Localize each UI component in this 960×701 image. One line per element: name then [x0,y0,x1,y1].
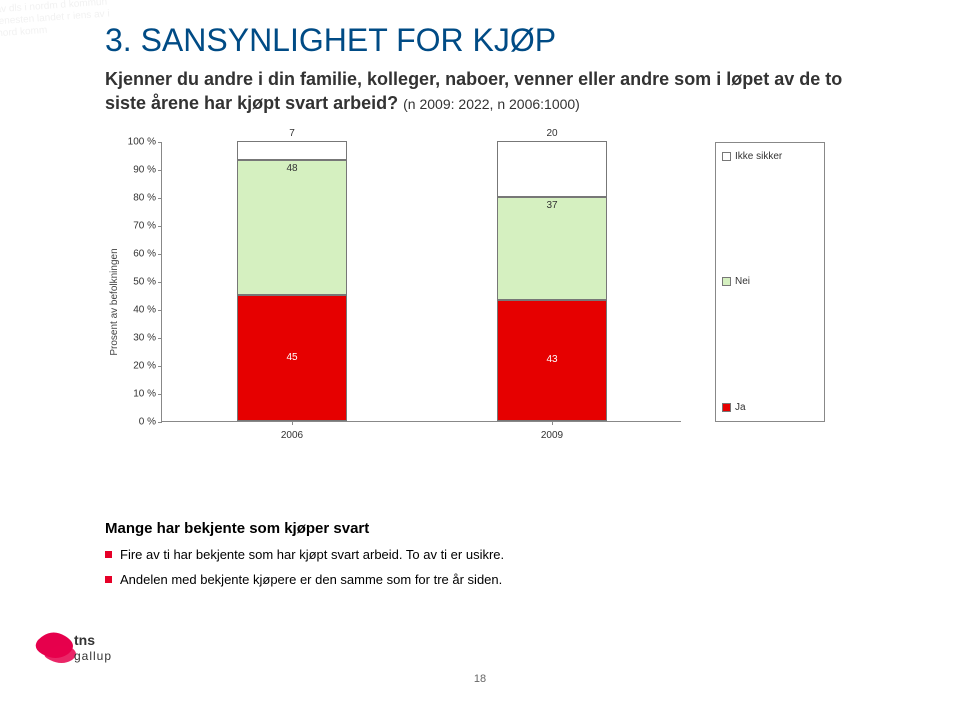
note-text: Andelen med bekjente kjøpere er den samm… [120,572,502,587]
x-axis-label: 2006 [281,430,303,441]
legend-label: Ja [735,402,746,413]
legend-swatch [722,403,731,412]
bullet-icon [105,576,112,583]
notes-title: Mange har bekjente som kjøper svart [105,520,870,537]
note-item: Andelen med bekjente kjøpere er den samm… [105,572,870,587]
bullet-icon [105,551,112,558]
svg-text:tns: tns [74,632,95,648]
slide-title: 3. SANSYNLIGHET FOR KJØP [105,22,870,59]
bar-value-label: 48 [286,163,297,174]
bar-value-label: 43 [546,354,557,365]
x-axis-label: 2009 [541,430,563,441]
y-tick-mark [158,394,162,395]
y-tick-label: 70 % [120,220,156,231]
legend-label: Nei [735,276,750,287]
bar-segment-ikke [237,141,347,161]
x-tick-mark [552,421,553,425]
svg-text:gallup: gallup [74,649,112,663]
bar-value-label: 20 [546,128,557,139]
legend-item: Ja [722,402,818,413]
y-tick-label: 60 % [120,248,156,259]
slide-content: 3. SANSYNLIGHET FOR KJØP Kjenner du andr… [0,0,960,587]
slide-subtitle: Kjenner du andre i din familie, kolleger… [105,67,870,116]
bar-value-label: 37 [546,200,557,211]
brand-logo: tns gallup [34,628,129,675]
legend-item: Ikke sikker [722,151,818,162]
y-tick-label: 90 % [120,164,156,175]
y-tick-mark [158,310,162,311]
stacked-bar-chart: Prosent av befolkningen 0 %10 %20 %30 %4… [105,142,845,462]
legend-label: Ikke sikker [735,151,782,162]
y-tick-label: 10 % [120,388,156,399]
y-tick-mark [158,254,162,255]
legend-swatch [722,152,731,161]
y-tick-mark [158,226,162,227]
y-tick-label: 30 % [120,332,156,343]
x-tick-mark [292,421,293,425]
page-number: 18 [474,673,486,685]
y-tick-label: 80 % [120,192,156,203]
note-text: Fire av ti har bekjente som har kjøpt sv… [120,547,504,562]
y-tick-mark [158,282,162,283]
chart-plot-area: 0 %10 %20 %30 %40 %50 %60 %70 %80 %90 %1… [161,142,681,422]
y-tick-label: 0 % [120,416,156,427]
note-item: Fire av ti har bekjente som har kjøpt sv… [105,547,870,562]
chart-legend: Ikke sikker Nei Ja [715,142,825,422]
y-tick-mark [158,366,162,367]
y-tick-mark [158,170,162,171]
y-tick-mark [158,198,162,199]
bar-segment-nei [237,160,347,294]
y-tick-mark [158,142,162,143]
legend-item: Nei [722,276,818,287]
y-axis-title: Prosent av befolkningen [109,248,120,355]
legend-swatch [722,277,731,286]
bar-value-label: 45 [286,352,297,363]
bar-value-label: 7 [289,128,295,139]
y-tick-label: 20 % [120,360,156,371]
y-tick-label: 100 % [120,136,156,147]
y-tick-mark [158,422,162,423]
y-tick-label: 40 % [120,304,156,315]
y-tick-label: 50 % [120,276,156,287]
y-tick-mark [158,338,162,339]
bar-segment-nei [497,197,607,301]
subtitle-note: (n 2009: 2022, n 2006:1000) [403,96,580,112]
bar-segment-ikke [497,141,607,197]
